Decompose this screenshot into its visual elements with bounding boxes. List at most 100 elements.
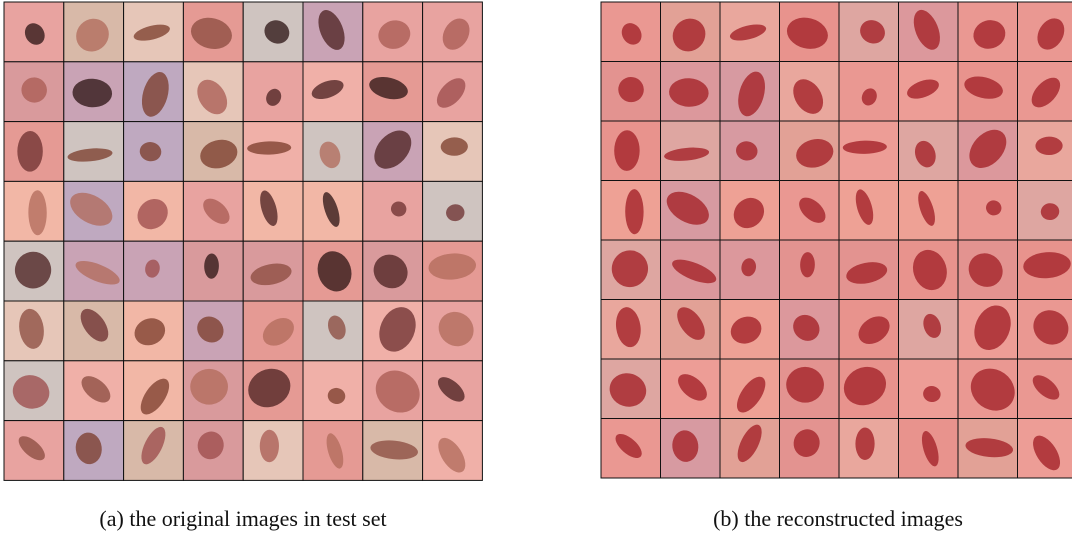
image-tile xyxy=(839,121,899,181)
image-tile xyxy=(899,300,959,360)
image-tile xyxy=(64,241,124,301)
image-tile xyxy=(124,2,184,62)
image-tile xyxy=(720,2,780,62)
image-tile xyxy=(124,421,184,481)
image-tile xyxy=(183,421,243,481)
image-tile xyxy=(363,62,423,122)
image-tile xyxy=(4,361,64,421)
image-tile xyxy=(720,181,780,241)
image-tile xyxy=(780,419,840,479)
image-tile xyxy=(780,181,840,241)
image-tile xyxy=(601,359,661,419)
image-tile xyxy=(243,2,303,62)
lesion xyxy=(786,367,824,403)
image-tile xyxy=(1018,2,1072,62)
image-tile xyxy=(423,2,483,62)
image-tile xyxy=(839,419,899,479)
image-tile xyxy=(4,122,64,182)
image-tile xyxy=(958,419,1018,479)
image-tile xyxy=(1018,240,1072,300)
image-tile xyxy=(183,2,243,62)
image-tile xyxy=(64,361,124,421)
image-tile xyxy=(363,241,423,301)
image-tile xyxy=(661,359,721,419)
image-tile xyxy=(780,121,840,181)
image-tile xyxy=(601,121,661,181)
image-tile xyxy=(839,62,899,122)
image-tile xyxy=(839,2,899,62)
image-tile xyxy=(4,421,64,481)
image-tile xyxy=(720,419,780,479)
image-tile xyxy=(780,359,840,419)
image-tile xyxy=(601,62,661,122)
image-tile xyxy=(124,301,184,361)
image-tile xyxy=(601,2,661,62)
image-tile xyxy=(780,62,840,122)
image-tile xyxy=(839,300,899,360)
image-tile xyxy=(958,300,1018,360)
image-tile xyxy=(303,361,363,421)
image-tile xyxy=(661,419,721,479)
image-tile xyxy=(243,301,303,361)
image-grid xyxy=(4,2,482,480)
image-tile xyxy=(243,181,303,241)
figure-grids xyxy=(0,0,1072,490)
image-tile xyxy=(4,241,64,301)
image-tile xyxy=(1018,359,1072,419)
image-tile xyxy=(601,181,661,241)
image-tile xyxy=(1018,300,1072,360)
image-tile xyxy=(958,2,1018,62)
image-tile xyxy=(958,240,1018,300)
image-tile xyxy=(899,419,959,479)
image-tile xyxy=(780,240,840,300)
image-tile xyxy=(363,421,423,481)
caption: (b) the reconstructed images xyxy=(713,506,963,532)
image-tile xyxy=(661,240,721,300)
image-tile xyxy=(423,241,483,301)
image-tile xyxy=(661,121,721,181)
image-tile xyxy=(958,359,1023,419)
image-tile xyxy=(243,241,303,301)
image-tile xyxy=(601,240,661,300)
image-tile xyxy=(720,359,780,419)
image-tile xyxy=(661,2,721,62)
image-tile xyxy=(899,181,959,241)
image-tile xyxy=(243,62,303,122)
image-tile xyxy=(4,62,64,122)
image-tile xyxy=(303,421,363,481)
image-tile xyxy=(183,62,243,122)
image-tile xyxy=(64,122,124,182)
image-tile xyxy=(661,300,721,360)
lesion xyxy=(855,427,874,460)
image-tile xyxy=(4,301,64,361)
image-grid xyxy=(601,2,1072,478)
image-tile xyxy=(183,181,243,241)
image-tile xyxy=(899,121,959,181)
image-tile xyxy=(303,122,363,182)
image-tile xyxy=(423,361,483,421)
image-tile xyxy=(303,2,363,62)
image-tile xyxy=(661,62,721,122)
image-tile xyxy=(958,62,1018,122)
image-tile xyxy=(423,181,483,241)
image-tile xyxy=(1018,121,1072,181)
image-tile xyxy=(243,122,303,182)
image-tile xyxy=(423,421,483,481)
lesion xyxy=(190,369,228,405)
image-tile xyxy=(780,300,840,360)
image-tile xyxy=(303,241,363,301)
page: (a) the original images in test set (b) … xyxy=(0,0,1072,547)
image-tile xyxy=(720,62,780,122)
image-tile xyxy=(720,240,780,300)
image-tile xyxy=(720,121,780,181)
image-tile xyxy=(899,359,959,419)
image-tile xyxy=(363,122,423,182)
image-tile xyxy=(183,361,243,421)
image-tile xyxy=(183,122,243,182)
image-tile xyxy=(242,361,303,421)
image-tile xyxy=(303,62,363,122)
image-tile xyxy=(958,181,1018,241)
image-tile xyxy=(601,419,661,479)
image-tile xyxy=(4,2,64,62)
image-tile xyxy=(4,181,64,241)
